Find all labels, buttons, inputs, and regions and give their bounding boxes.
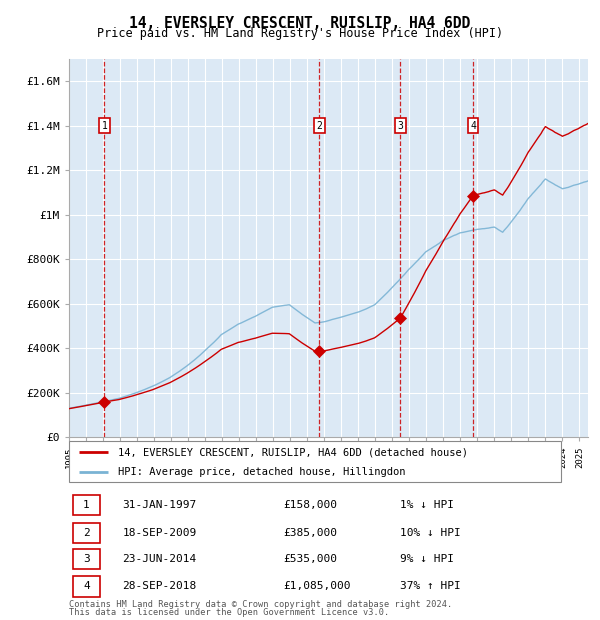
Text: 1% ↓ HPI: 1% ↓ HPI [401, 500, 455, 510]
Text: 4: 4 [470, 121, 476, 131]
Text: 1: 1 [101, 121, 107, 131]
FancyBboxPatch shape [69, 441, 561, 482]
FancyBboxPatch shape [73, 495, 100, 515]
Text: 2: 2 [83, 528, 90, 538]
Text: £158,000: £158,000 [283, 500, 337, 510]
Text: £385,000: £385,000 [283, 528, 337, 538]
Text: 10% ↓ HPI: 10% ↓ HPI [401, 528, 461, 538]
FancyBboxPatch shape [73, 549, 100, 569]
Text: 2: 2 [317, 121, 322, 131]
Text: 14, EVERSLEY CRESCENT, RUISLIP, HA4 6DD (detached house): 14, EVERSLEY CRESCENT, RUISLIP, HA4 6DD … [118, 448, 468, 458]
Text: This data is licensed under the Open Government Licence v3.0.: This data is licensed under the Open Gov… [69, 608, 389, 617]
Text: 3: 3 [397, 121, 403, 131]
FancyBboxPatch shape [73, 523, 100, 542]
Text: 3: 3 [83, 554, 90, 564]
Text: 14, EVERSLEY CRESCENT, RUISLIP, HA4 6DD: 14, EVERSLEY CRESCENT, RUISLIP, HA4 6DD [130, 16, 470, 30]
Text: £535,000: £535,000 [283, 554, 337, 564]
Text: £1,085,000: £1,085,000 [283, 582, 350, 591]
Text: 37% ↑ HPI: 37% ↑ HPI [401, 582, 461, 591]
Text: 4: 4 [83, 582, 90, 591]
Text: 28-SEP-2018: 28-SEP-2018 [122, 582, 197, 591]
Text: 31-JAN-1997: 31-JAN-1997 [122, 500, 197, 510]
Text: Contains HM Land Registry data © Crown copyright and database right 2024.: Contains HM Land Registry data © Crown c… [69, 600, 452, 609]
Text: 18-SEP-2009: 18-SEP-2009 [122, 528, 197, 538]
Text: Price paid vs. HM Land Registry's House Price Index (HPI): Price paid vs. HM Land Registry's House … [97, 27, 503, 40]
Text: HPI: Average price, detached house, Hillingdon: HPI: Average price, detached house, Hill… [118, 467, 406, 477]
Text: 9% ↓ HPI: 9% ↓ HPI [401, 554, 455, 564]
FancyBboxPatch shape [73, 577, 100, 596]
Text: 1: 1 [83, 500, 90, 510]
Text: 23-JUN-2014: 23-JUN-2014 [122, 554, 197, 564]
